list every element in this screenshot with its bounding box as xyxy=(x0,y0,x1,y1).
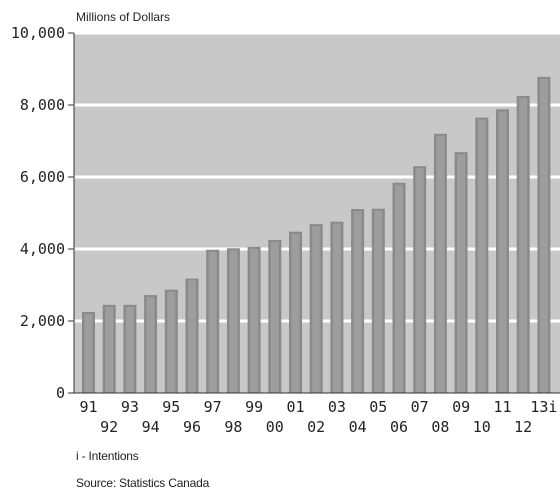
bar-highlight xyxy=(146,297,155,393)
bar-highlight xyxy=(270,242,279,393)
bar-highlight xyxy=(519,98,528,393)
x-tick-label: 08 xyxy=(431,418,449,436)
bar-highlight xyxy=(539,78,548,394)
y-tick-label: 8,000 xyxy=(20,96,65,114)
bar-highlight xyxy=(229,250,238,393)
x-tick-label: 12 xyxy=(514,418,532,436)
x-tick-label: 01 xyxy=(286,398,304,416)
bar-highlight xyxy=(208,251,217,393)
bar-highlight xyxy=(188,280,196,393)
bar-highlight xyxy=(332,223,341,393)
bar-highlight xyxy=(477,119,486,393)
x-tick-label: 99 xyxy=(245,398,263,416)
x-tick-label: 95 xyxy=(162,398,180,416)
bar-highlight xyxy=(436,135,445,394)
x-tick-label: 10 xyxy=(473,418,491,436)
bar-highlight xyxy=(353,211,362,393)
bar-highlight xyxy=(84,314,93,393)
bar-highlight xyxy=(457,154,466,393)
x-tick-label: 03 xyxy=(328,398,346,416)
bars xyxy=(82,76,551,394)
x-tick-label: 13i xyxy=(530,398,557,416)
y-tick-label: 6,000 xyxy=(20,168,65,186)
x-tick-label: 00 xyxy=(266,418,284,436)
x-tick-label: 09 xyxy=(452,398,470,416)
x-tick-label: 02 xyxy=(307,418,325,436)
bar-highlight xyxy=(167,291,176,393)
x-tick-label: 97 xyxy=(204,398,222,416)
bar-highlight xyxy=(312,226,321,393)
y-tick-label: 4,000 xyxy=(20,240,65,258)
x-tick-label: 96 xyxy=(183,418,201,436)
bar-highlight xyxy=(125,306,134,393)
x-tick-label: 93 xyxy=(121,398,139,416)
x-tick-label: 04 xyxy=(349,418,367,436)
y-tick-label: 10,000 xyxy=(11,24,65,42)
x-tick-label: 91 xyxy=(79,398,97,416)
x-tick-label: 92 xyxy=(100,418,118,436)
x-tick-label: 05 xyxy=(369,398,387,416)
bar-highlight xyxy=(498,111,507,393)
x-tick-label: 94 xyxy=(142,418,160,436)
bar-highlight xyxy=(374,210,383,393)
y-axis: 0 2,000 4,000 6,000 8,000 10,000 xyxy=(11,24,75,402)
bar-highlight xyxy=(395,184,403,393)
bar-highlight xyxy=(291,233,300,393)
bar-highlight xyxy=(415,168,424,393)
bar-highlight xyxy=(250,248,259,393)
x-tick-label: 07 xyxy=(411,398,429,416)
bar-highlight xyxy=(105,306,114,393)
intentions-note: i - Intentions xyxy=(76,449,139,463)
y-axis-label: Millions of Dollars xyxy=(76,10,170,24)
x-axis: 9192939495969798990001020304050607080910… xyxy=(74,392,560,436)
y-tick-label: 0 xyxy=(56,384,65,402)
x-tick-label: 98 xyxy=(224,418,242,436)
x-tick-label: 11 xyxy=(493,398,511,416)
y-tick-label: 2,000 xyxy=(20,312,65,330)
x-tick-label: 06 xyxy=(390,418,408,436)
source-note: Source: Statistics Canada xyxy=(76,476,210,490)
